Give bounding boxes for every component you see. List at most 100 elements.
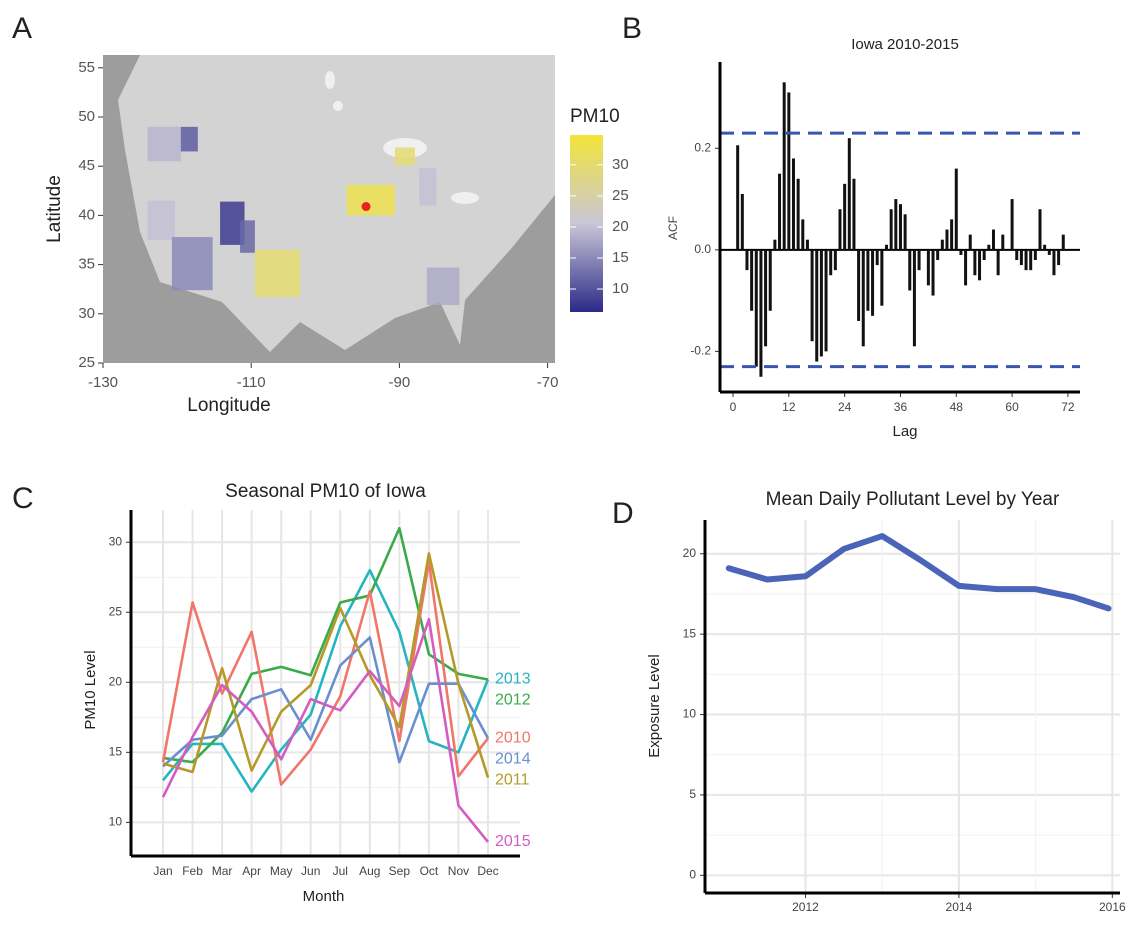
- y-tick-label: 15: [109, 745, 123, 759]
- acf-bar: [1052, 250, 1055, 275]
- acf-bar: [866, 250, 869, 311]
- acf-bar: [825, 250, 828, 352]
- x-tick-label: 36: [894, 400, 908, 414]
- region: [147, 201, 174, 240]
- acf-bar: [950, 219, 953, 249]
- acf-bar: [1039, 209, 1042, 250]
- y-tick-label: 20: [109, 674, 123, 688]
- panel-label: D: [612, 497, 634, 530]
- acf-bar: [955, 169, 958, 250]
- x-tick-label: Aug: [359, 864, 380, 878]
- x-tick-label: 2014: [946, 900, 973, 914]
- y-axis-title: Latitude: [44, 175, 65, 243]
- acf-bar: [1011, 199, 1014, 250]
- y-axis-title: Exposure Level: [646, 654, 663, 757]
- acf-bar: [801, 219, 804, 249]
- acf-bar: [964, 250, 967, 286]
- region: [240, 220, 255, 252]
- y-tick-label: 25: [109, 604, 123, 618]
- acf-bar: [871, 250, 874, 316]
- y-tick-label: -0.2: [690, 344, 711, 358]
- acf-bar: [1048, 250, 1051, 255]
- acf-bar: [806, 240, 809, 250]
- acf-bar: [997, 250, 1000, 275]
- acf-bar: [908, 250, 911, 291]
- y-tick-label: 0.2: [694, 140, 711, 154]
- y-tick-label: 15: [683, 626, 697, 640]
- region: [181, 127, 198, 152]
- acf-bar: [978, 250, 981, 280]
- acf-bar: [773, 240, 776, 250]
- x-tick-label: Apr: [242, 864, 261, 878]
- colorbar-label: 10: [612, 280, 629, 297]
- site-point: [362, 202, 371, 211]
- acf-bar: [941, 240, 944, 250]
- colorbar-label: 15: [612, 249, 629, 266]
- y-tick-label: 35: [78, 256, 95, 273]
- acf-bar: [876, 250, 879, 265]
- region: [347, 185, 395, 216]
- acf-bar: [885, 245, 888, 250]
- acf-bar: [750, 250, 753, 311]
- x-tick-label: Mar: [212, 864, 233, 878]
- acf-bar: [811, 250, 814, 341]
- acf-bar: [820, 250, 823, 357]
- colorbar-label: 20: [612, 218, 629, 235]
- acf-bar: [1025, 250, 1028, 270]
- y-tick-label: 10: [109, 815, 123, 829]
- x-tick-label: 48: [950, 400, 964, 414]
- acf-bar: [894, 199, 897, 250]
- y-tick-label: 5: [689, 787, 696, 801]
- acf-bar: [1015, 250, 1018, 260]
- y-tick-label: 55: [78, 59, 95, 76]
- panel-label: B: [622, 12, 642, 45]
- acf-bar: [987, 245, 990, 250]
- trend-line: [729, 536, 1109, 608]
- y-tick-label: 30: [109, 534, 123, 548]
- acf-bar: [755, 250, 758, 367]
- y-tick-label: 45: [78, 157, 95, 174]
- acf-bar: [815, 250, 818, 362]
- series-line: [163, 619, 488, 842]
- series-label: 2015: [495, 833, 531, 850]
- region: [427, 268, 460, 305]
- x-tick-label: Oct: [420, 864, 439, 878]
- x-tick-label: -90: [389, 374, 411, 391]
- region: [147, 127, 180, 161]
- acf-bar: [959, 250, 962, 255]
- x-tick-label: Dec: [477, 864, 498, 878]
- figure: -130-110-90-7025303540455055LongitudeLat…: [0, 0, 1134, 920]
- acf-bar: [936, 250, 939, 260]
- x-tick-label: -130: [88, 374, 118, 391]
- x-tick-label: -110: [237, 374, 266, 391]
- x-axis-title: Lag: [892, 423, 917, 440]
- region: [419, 168, 436, 205]
- acf-bar: [862, 250, 865, 346]
- acf-bar: [1029, 250, 1032, 270]
- acf-bar: [1001, 235, 1004, 250]
- acf-bar: [857, 250, 860, 321]
- acf-bar: [880, 250, 883, 306]
- series-label: 2014: [495, 751, 531, 768]
- y-axis-title: PM10 Level: [82, 650, 99, 729]
- x-tick-label: 0: [730, 400, 737, 414]
- region: [255, 250, 300, 297]
- acf-bar: [797, 179, 800, 250]
- acf-bar: [932, 250, 935, 296]
- x-tick-label: Jun: [301, 864, 320, 878]
- colorbar-label: 25: [612, 187, 629, 204]
- x-tick-label: 72: [1061, 400, 1075, 414]
- acf-bar: [783, 82, 786, 250]
- acf-bar: [769, 250, 772, 311]
- y-tick-label: 50: [78, 108, 95, 125]
- acf-bar: [913, 250, 916, 346]
- acf-bar: [904, 214, 907, 250]
- acf-bar: [992, 230, 995, 250]
- x-tick-label: Feb: [182, 864, 203, 878]
- acf-bar: [1057, 250, 1060, 265]
- acf-bar: [741, 194, 744, 250]
- acf-bar: [745, 250, 748, 270]
- acf-bar: [829, 250, 832, 275]
- acf-bar: [736, 145, 739, 250]
- series-label: 2011: [495, 772, 530, 789]
